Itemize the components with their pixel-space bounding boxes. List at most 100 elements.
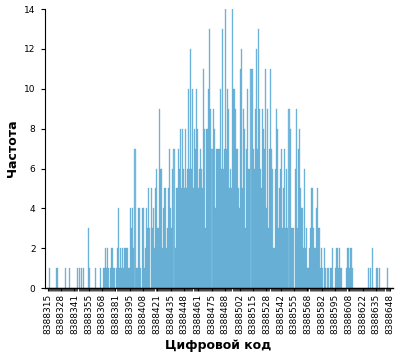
Bar bbox=[207, 129, 208, 288]
Bar bbox=[89, 268, 90, 288]
Y-axis label: Частота: Частота bbox=[6, 120, 18, 177]
Bar bbox=[190, 49, 191, 288]
Bar bbox=[232, 9, 233, 288]
Bar bbox=[179, 169, 180, 288]
Bar bbox=[220, 89, 221, 288]
Bar bbox=[176, 188, 178, 288]
Bar bbox=[216, 149, 217, 288]
Bar bbox=[252, 149, 254, 288]
Bar bbox=[187, 169, 188, 288]
Bar bbox=[140, 268, 141, 288]
Bar bbox=[182, 129, 183, 288]
Bar bbox=[188, 89, 189, 288]
Bar bbox=[117, 248, 118, 288]
Bar bbox=[119, 268, 120, 288]
Bar bbox=[172, 169, 174, 288]
Bar bbox=[250, 69, 252, 288]
Bar bbox=[118, 208, 119, 288]
Bar bbox=[112, 248, 113, 288]
Bar bbox=[145, 248, 146, 288]
Bar bbox=[49, 268, 50, 288]
Bar bbox=[189, 169, 190, 288]
Bar bbox=[244, 129, 245, 288]
Bar bbox=[300, 188, 301, 288]
Bar bbox=[347, 248, 348, 288]
Bar bbox=[113, 268, 114, 288]
Bar bbox=[273, 248, 274, 288]
Bar bbox=[350, 248, 351, 288]
Bar bbox=[217, 149, 218, 288]
Bar bbox=[180, 129, 181, 288]
Bar bbox=[266, 208, 267, 288]
Bar bbox=[210, 109, 212, 288]
Bar bbox=[226, 149, 227, 288]
Bar bbox=[258, 29, 259, 288]
Bar bbox=[377, 268, 378, 288]
Bar bbox=[221, 169, 222, 288]
Bar bbox=[269, 149, 270, 288]
Bar bbox=[310, 228, 311, 288]
Bar bbox=[286, 169, 288, 288]
Bar bbox=[321, 248, 322, 288]
Bar bbox=[144, 268, 145, 288]
Bar bbox=[316, 208, 317, 288]
Bar bbox=[159, 109, 160, 288]
Bar bbox=[225, 0, 226, 288]
Bar bbox=[332, 248, 333, 288]
Bar bbox=[318, 228, 319, 288]
Bar bbox=[148, 188, 149, 288]
Bar bbox=[131, 228, 132, 288]
Bar bbox=[230, 169, 231, 288]
Bar bbox=[237, 149, 238, 288]
Bar bbox=[248, 169, 250, 288]
Bar bbox=[77, 268, 78, 288]
Bar bbox=[120, 248, 121, 288]
Bar bbox=[265, 69, 266, 288]
Bar bbox=[147, 228, 148, 288]
Bar bbox=[279, 188, 280, 288]
Bar bbox=[185, 129, 186, 288]
Bar bbox=[170, 208, 172, 288]
Bar bbox=[295, 169, 296, 288]
Bar bbox=[348, 248, 349, 288]
Bar bbox=[158, 228, 159, 288]
Bar bbox=[129, 268, 130, 288]
Bar bbox=[340, 268, 341, 288]
Bar bbox=[110, 268, 111, 288]
Bar bbox=[88, 228, 89, 288]
Bar bbox=[308, 268, 309, 288]
Bar bbox=[338, 268, 339, 288]
Bar bbox=[202, 188, 203, 288]
Bar bbox=[307, 268, 308, 288]
Bar bbox=[254, 109, 256, 288]
Bar bbox=[164, 188, 165, 288]
Bar bbox=[223, 169, 224, 288]
Bar bbox=[128, 268, 129, 288]
Bar bbox=[285, 228, 286, 288]
Bar bbox=[194, 129, 195, 288]
Bar bbox=[197, 129, 198, 288]
Bar bbox=[239, 208, 240, 288]
Bar bbox=[330, 268, 332, 288]
Bar bbox=[155, 188, 156, 288]
Bar bbox=[304, 169, 305, 288]
Bar bbox=[191, 169, 192, 288]
Bar bbox=[125, 248, 126, 288]
Bar bbox=[169, 149, 170, 288]
Bar bbox=[284, 149, 285, 288]
Bar bbox=[181, 188, 182, 288]
Bar bbox=[103, 268, 104, 288]
Bar bbox=[108, 268, 109, 288]
Bar bbox=[387, 268, 388, 288]
Bar bbox=[134, 149, 136, 288]
Bar bbox=[224, 149, 225, 288]
Bar bbox=[311, 188, 312, 288]
Bar bbox=[275, 169, 276, 288]
Bar bbox=[242, 188, 243, 288]
Bar bbox=[199, 169, 200, 288]
Bar bbox=[116, 268, 117, 288]
Bar bbox=[146, 208, 147, 288]
Bar bbox=[306, 228, 307, 288]
Bar bbox=[200, 149, 201, 288]
Bar bbox=[339, 248, 340, 288]
